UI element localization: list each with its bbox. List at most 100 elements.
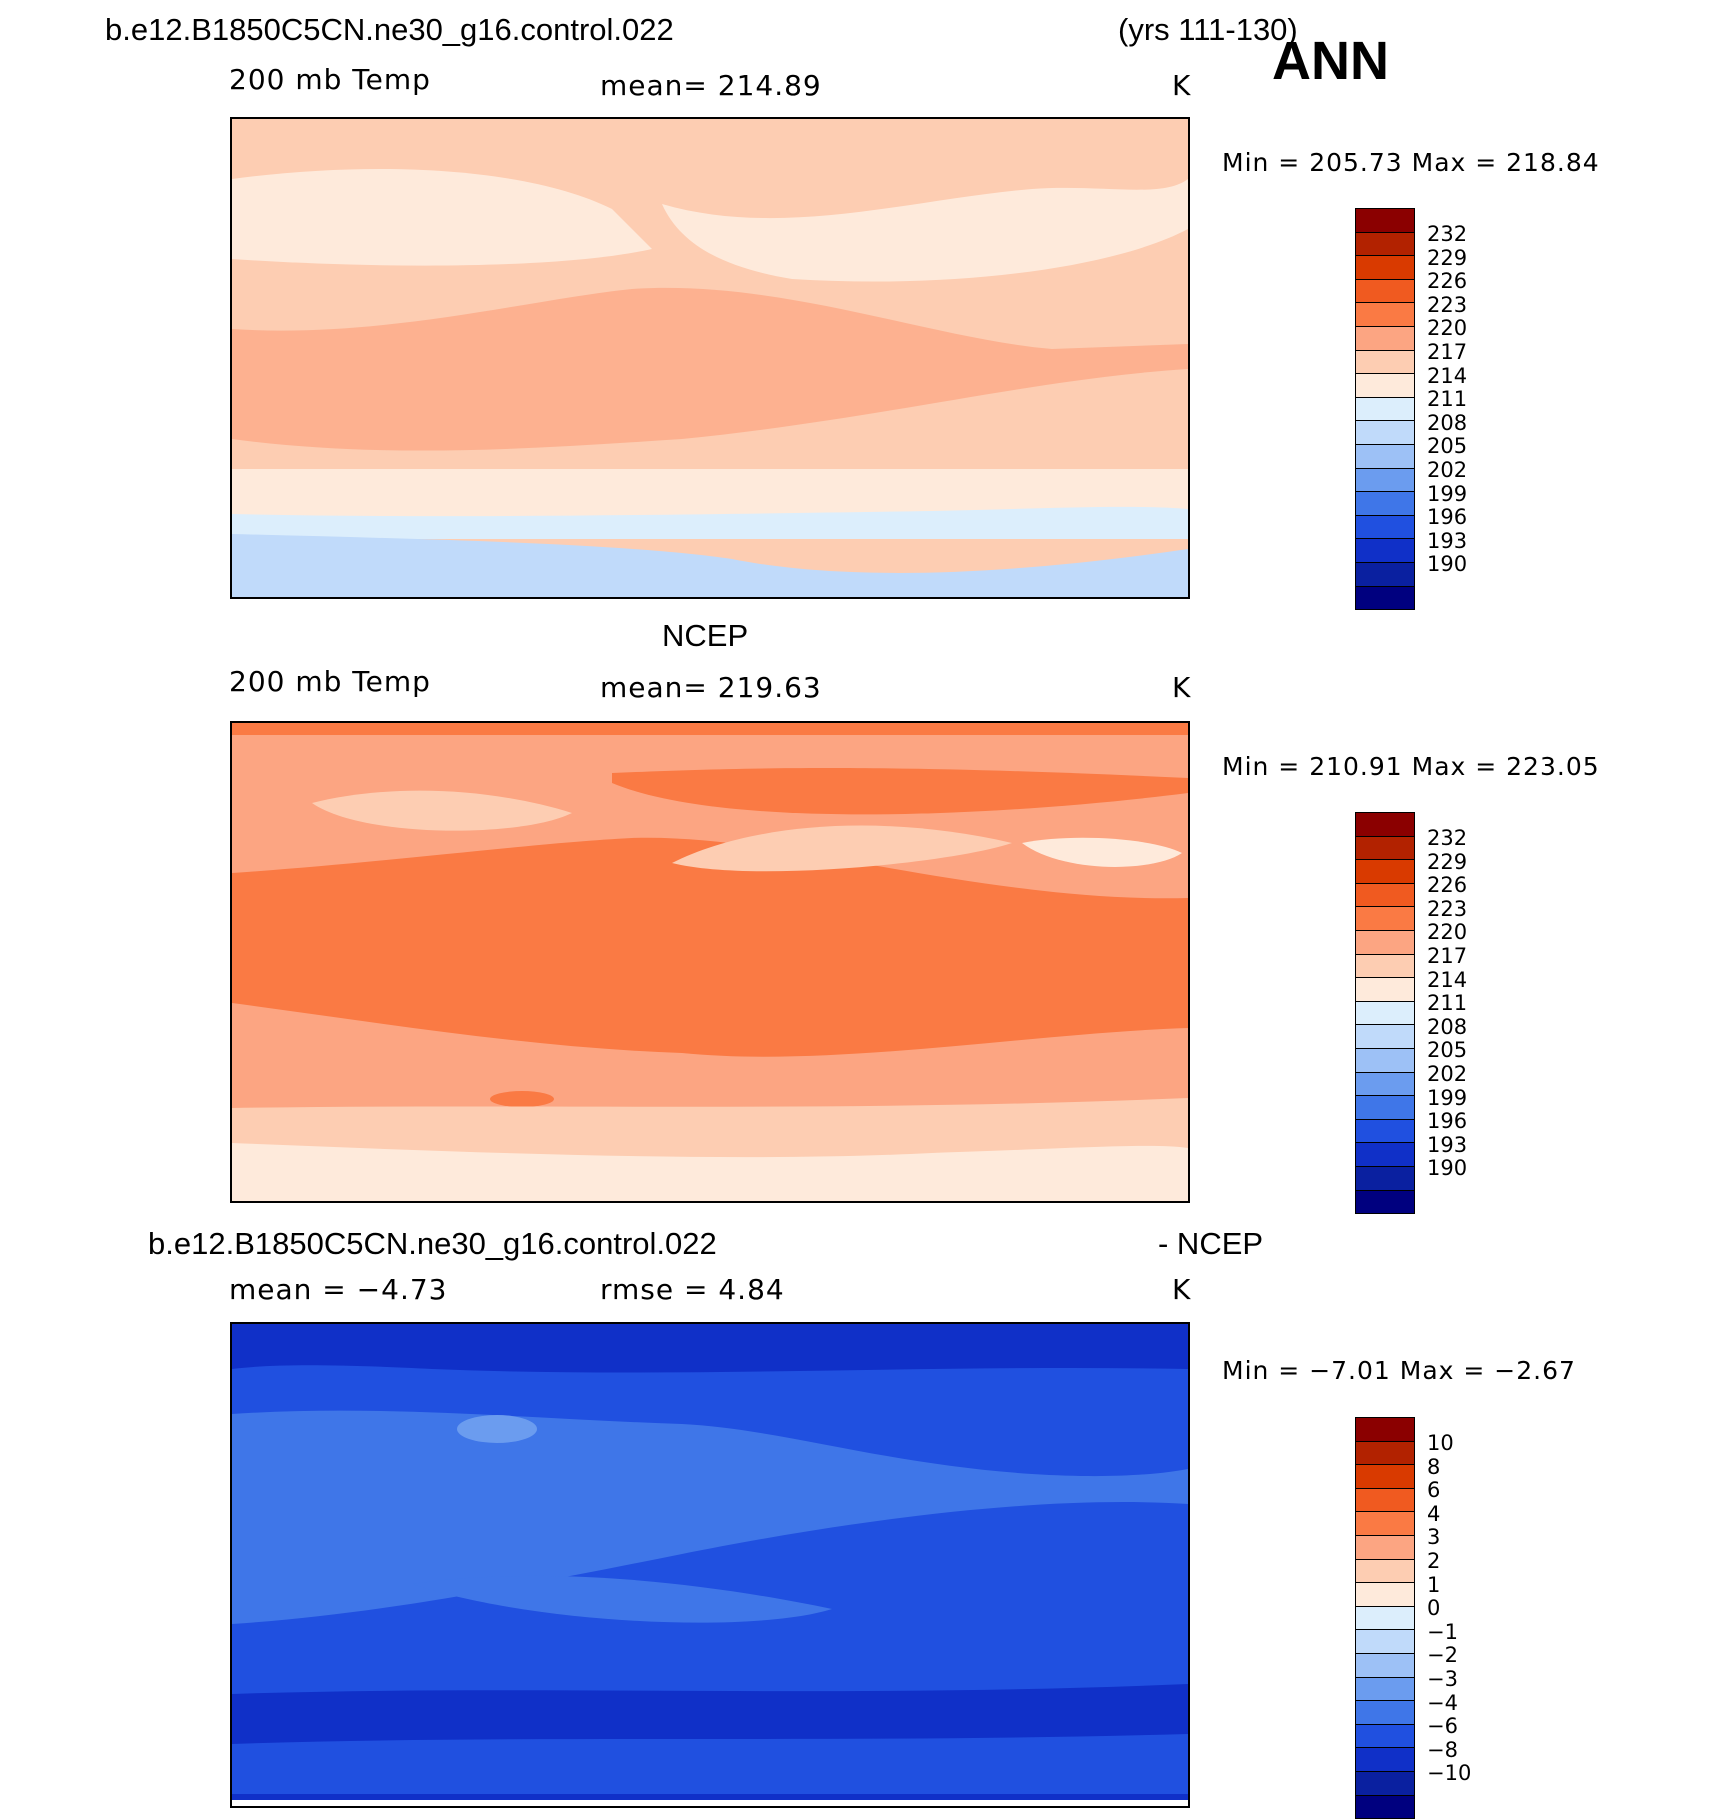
colorbar-tick-label: 229 [1427, 245, 1468, 270]
panel3-minmax: Min = −7.01 Max = −2.67 [1222, 1356, 1576, 1385]
colorbar-tick-label: −1 [1427, 1619, 1458, 1644]
colorbar-tick-label: 4 [1427, 1501, 1441, 1526]
colorbar-swatch [1356, 209, 1414, 232]
colorbar-swatch [1356, 1095, 1414, 1119]
colorbar-swatch [1356, 1418, 1414, 1441]
colorbar-swatch [1356, 1534, 1414, 1559]
colorbar-tick-label: 8 [1427, 1454, 1441, 1479]
colorbar-swatch [1356, 1440, 1414, 1465]
colorbar-swatch [1356, 1582, 1414, 1606]
colorbar-tick-label: 205 [1427, 1038, 1468, 1063]
panel2-variable: 200 mb Temp [229, 665, 431, 698]
colorbar-swatch [1356, 835, 1414, 860]
panel1-minmax: Min = 205.73 Max = 218.84 [1222, 148, 1600, 177]
colorbar-swatch [1356, 325, 1414, 350]
colorbar-tick-label: 205 [1427, 434, 1468, 459]
colorbar-swatch [1356, 467, 1414, 492]
colorbar-swatch [1356, 1511, 1414, 1535]
colorbar-swatch [1356, 1676, 1414, 1701]
colorbar-swatch [1356, 977, 1414, 1001]
colorbar-swatch [1356, 1165, 1414, 1190]
colorbar-tick-label: 208 [1427, 410, 1468, 435]
colorbar-swatch [1356, 1558, 1414, 1583]
colorbar-tick-label: −4 [1427, 1690, 1458, 1715]
colorbar-tick-label: 202 [1427, 1062, 1468, 1086]
colorbar-swatch [1356, 1770, 1414, 1795]
colorbar-swatch [1356, 882, 1414, 907]
colorbar-swatch [1356, 1024, 1414, 1048]
panel2-minmax: Min = 210.91 Max = 223.05 [1222, 752, 1600, 781]
panel3-title-right: - NCEP [1158, 1226, 1264, 1261]
colorbar-swatch [1356, 953, 1414, 978]
colorbar-swatch [1356, 1047, 1414, 1072]
colorbar-tick-label: −2 [1427, 1643, 1458, 1668]
colorbar-swatch [1356, 538, 1414, 562]
panel1-variable: 200 mb Temp [229, 63, 431, 96]
colorbar-tick-label: 193 [1427, 528, 1468, 553]
case-title: b.e12.B1850C5CN.ne30_g16.control.022 [105, 12, 674, 47]
colorbar-swatches [1355, 208, 1415, 611]
colorbar-swatch [1356, 443, 1414, 468]
colorbar-swatches [1355, 812, 1415, 1215]
colorbar-tick-label: −6 [1427, 1714, 1458, 1739]
colorbar-swatch [1356, 278, 1414, 303]
colorbar-swatch [1356, 1605, 1414, 1630]
colorbar-tick-label: 202 [1427, 458, 1468, 482]
season-label: ANN [1272, 31, 1389, 91]
colorbar-tick-label: 10 [1427, 1431, 1454, 1455]
colorbar-tick-label: 2 [1427, 1549, 1441, 1573]
colorbar-tick-label: 220 [1427, 316, 1468, 341]
colorbar-tick-label: 214 [1427, 967, 1468, 992]
colorbar-swatch [1356, 1629, 1414, 1653]
colorbar-swatch [1356, 1747, 1414, 1771]
colorbar-tick-label: 196 [1427, 1109, 1468, 1134]
panel3-colorbar: 10 8 6 4 3 2 1 0 −1 −2 −3 −4 −6 −8 −10 [1355, 1417, 1471, 1819]
colorbar-swatch [1356, 813, 1414, 836]
colorbar-tick-label: 232 [1427, 222, 1468, 246]
panel3-map [230, 1322, 1190, 1808]
colorbar-tick-label: 226 [1427, 269, 1468, 294]
colorbar-swatch [1356, 1723, 1414, 1748]
colorbar-swatch [1356, 1487, 1414, 1512]
panel1-units: K [1172, 69, 1192, 102]
colorbar-swatches [1355, 1417, 1415, 1819]
panel2-title: NCEP [662, 618, 749, 653]
colorbar-tick-label: 229 [1427, 849, 1468, 874]
colorbar-tick-label: 199 [1427, 481, 1468, 506]
panel2-map [230, 721, 1190, 1203]
colorbar-swatch [1356, 1000, 1414, 1025]
colorbar-swatch [1356, 1464, 1414, 1488]
colorbar-tick-label: 211 [1427, 387, 1468, 412]
colorbar-swatch [1356, 231, 1414, 256]
panel3-units: K [1172, 1273, 1192, 1306]
colorbar-tick-label: −3 [1427, 1667, 1458, 1691]
colorbar-tick-label: 208 [1427, 1014, 1468, 1039]
colorbar-tick-label: 223 [1427, 896, 1468, 921]
colorbar-swatch [1356, 1794, 1414, 1819]
panel1-mean: mean= 214.89 [600, 69, 822, 102]
panel2-units: K [1172, 671, 1192, 704]
colorbar-swatch [1356, 491, 1414, 515]
colorbar-tick-label: 1 [1427, 1572, 1441, 1597]
panel2-colorbar: 232 229 226 223 220 217 214 211 208 205 202 199 196 1… [1355, 812, 1467, 1215]
colorbar-tick-label: 211 [1427, 991, 1468, 1016]
panel3-rmse: rmse = 4.84 [600, 1273, 785, 1306]
colorbar-tick-label: 232 [1427, 826, 1468, 850]
colorbar-swatch [1356, 585, 1414, 610]
colorbar-swatch [1356, 1700, 1414, 1724]
colorbar-swatch [1356, 929, 1414, 954]
colorbar-tick-label: 220 [1427, 920, 1468, 945]
colorbar-swatch [1356, 396, 1414, 421]
colorbar-swatch [1356, 561, 1414, 586]
colorbar-swatch [1356, 255, 1414, 279]
colorbar-swatch [1356, 1189, 1414, 1214]
colorbar-swatch [1356, 373, 1414, 397]
colorbar-swatch [1356, 1118, 1414, 1143]
colorbar-tick-label: 0 [1427, 1596, 1441, 1621]
panel2-mean: mean= 219.63 [600, 671, 822, 704]
colorbar-tick-label: 217 [1427, 944, 1468, 968]
colorbar-tick-label: −10 [1427, 1761, 1472, 1786]
colorbar-swatch [1356, 514, 1414, 539]
colorbar-swatch [1356, 1142, 1414, 1166]
colorbar-tick-label: 226 [1427, 873, 1468, 898]
